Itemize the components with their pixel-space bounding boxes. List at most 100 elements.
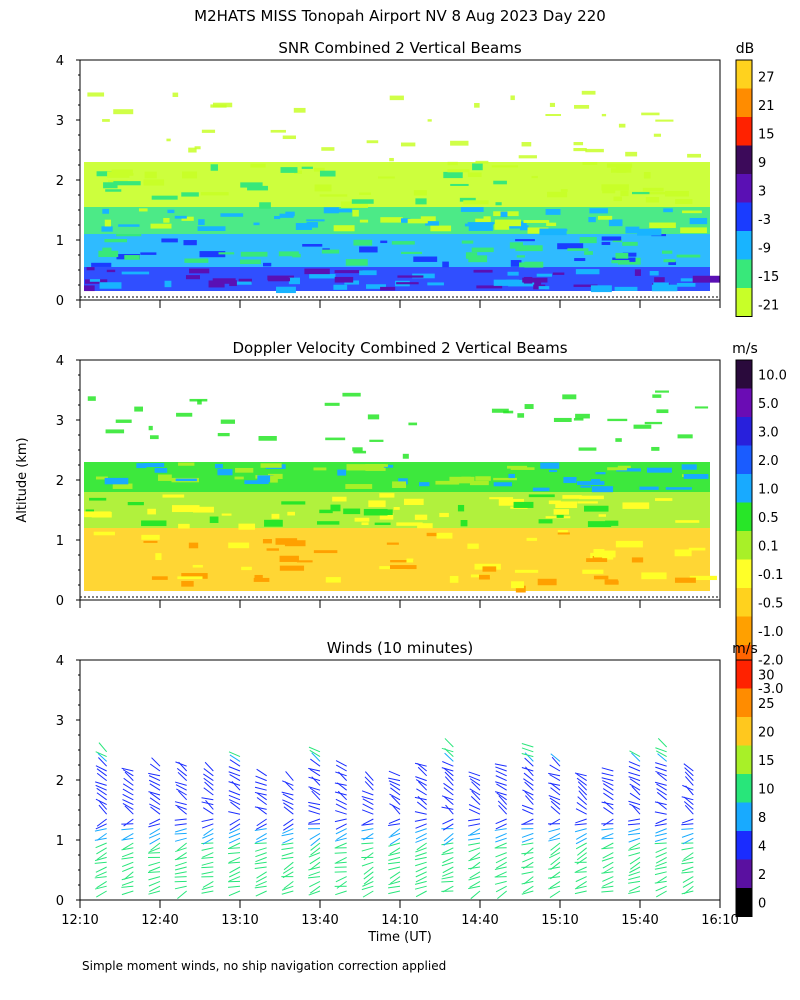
field-patch xyxy=(557,529,568,534)
field-patch xyxy=(461,476,471,479)
field-patch xyxy=(383,464,394,468)
wind-barb xyxy=(442,885,454,893)
wind-barb xyxy=(443,796,454,805)
wind-barb xyxy=(601,885,614,889)
field-patch xyxy=(266,548,279,551)
wind-barb xyxy=(361,861,374,867)
wind-barb xyxy=(94,856,107,862)
wind-barb xyxy=(308,871,321,877)
field-patch xyxy=(254,574,263,581)
wind-barb xyxy=(442,818,454,825)
wind-barb xyxy=(203,787,214,796)
colorbar-swatch xyxy=(736,531,752,560)
wind-barb xyxy=(255,876,267,883)
field-patch xyxy=(89,279,101,282)
field-speckle xyxy=(321,147,335,151)
field-patch xyxy=(359,270,377,276)
wind-barb xyxy=(121,885,134,888)
field-patch xyxy=(228,542,250,549)
field-patch xyxy=(189,268,210,274)
wind-barb xyxy=(391,804,401,815)
wind-barb xyxy=(123,777,134,786)
field-speckle xyxy=(652,394,662,398)
wind-barb xyxy=(147,871,161,873)
field-patch xyxy=(154,467,168,473)
field-patch xyxy=(663,208,673,213)
wind-barb xyxy=(98,804,108,815)
field-patch xyxy=(614,286,638,291)
wind-barb xyxy=(96,847,107,855)
wind-barb xyxy=(148,832,161,839)
wind-barb xyxy=(201,797,214,801)
wind-barb xyxy=(655,885,667,892)
field-speckle xyxy=(651,446,660,451)
wind-barb xyxy=(174,885,187,890)
wind-barb xyxy=(629,783,641,791)
field-patch xyxy=(478,574,490,580)
field-speckle xyxy=(113,109,134,115)
field-patch xyxy=(147,508,156,515)
wind-barb xyxy=(442,866,454,874)
wind-barb xyxy=(681,890,694,895)
field-patch xyxy=(579,237,597,244)
wind-barb xyxy=(95,823,107,830)
field-speckle xyxy=(677,434,693,439)
wind-barb xyxy=(523,876,534,885)
field-patch xyxy=(397,275,424,278)
wind-barb xyxy=(628,828,641,833)
x-tick-label: 12:10 xyxy=(61,913,98,928)
field-speckle xyxy=(601,113,607,117)
wind-barb xyxy=(361,823,374,826)
wind-barb xyxy=(227,861,241,864)
field-patch xyxy=(192,506,214,513)
field-speckle xyxy=(366,140,379,144)
colorbar-label: -2.0 xyxy=(758,653,783,668)
wind-barb xyxy=(415,776,427,782)
wind-barb xyxy=(281,842,294,846)
wind-barb xyxy=(335,760,347,767)
wind-barb xyxy=(415,890,427,898)
field-patch xyxy=(463,200,489,205)
field-patch xyxy=(102,208,109,214)
field-patch xyxy=(178,462,195,466)
field-speckle xyxy=(655,390,669,393)
wind-barb xyxy=(308,801,321,806)
wind-barb xyxy=(148,823,161,828)
field-patch xyxy=(281,501,306,505)
field-patch xyxy=(590,285,612,293)
wind-barb xyxy=(308,818,321,824)
wind-barb xyxy=(576,777,587,786)
field-patch xyxy=(425,221,439,226)
field-patch xyxy=(262,538,272,544)
wind-barb xyxy=(174,801,187,806)
wind-barb xyxy=(416,788,427,796)
field-patch xyxy=(549,470,558,473)
wind-barb xyxy=(122,832,134,840)
wind-barb xyxy=(684,804,694,815)
field-patch xyxy=(343,508,361,515)
field-patch xyxy=(493,477,517,481)
wind-barb xyxy=(228,871,241,878)
wind-barb xyxy=(495,856,507,864)
wind-barb xyxy=(601,801,614,806)
wind-barb xyxy=(574,823,587,826)
field-patch xyxy=(510,467,535,470)
field-patch xyxy=(91,262,112,267)
wind-barb xyxy=(363,876,374,885)
wind-barb xyxy=(471,790,481,801)
field-speckle xyxy=(644,421,663,425)
wind-barb xyxy=(468,866,481,870)
field-patch xyxy=(613,196,622,202)
wind-barb xyxy=(602,842,614,850)
wind-barb xyxy=(681,847,694,851)
wind-barb xyxy=(468,847,481,853)
field-patch xyxy=(143,179,165,186)
field-patch xyxy=(337,208,352,213)
x-tick-label: 13:40 xyxy=(301,913,338,928)
wind-barb xyxy=(309,832,321,841)
field-patch xyxy=(537,578,557,586)
field-speckle xyxy=(148,425,153,431)
field-patch xyxy=(676,254,701,258)
field-patch xyxy=(527,227,549,234)
